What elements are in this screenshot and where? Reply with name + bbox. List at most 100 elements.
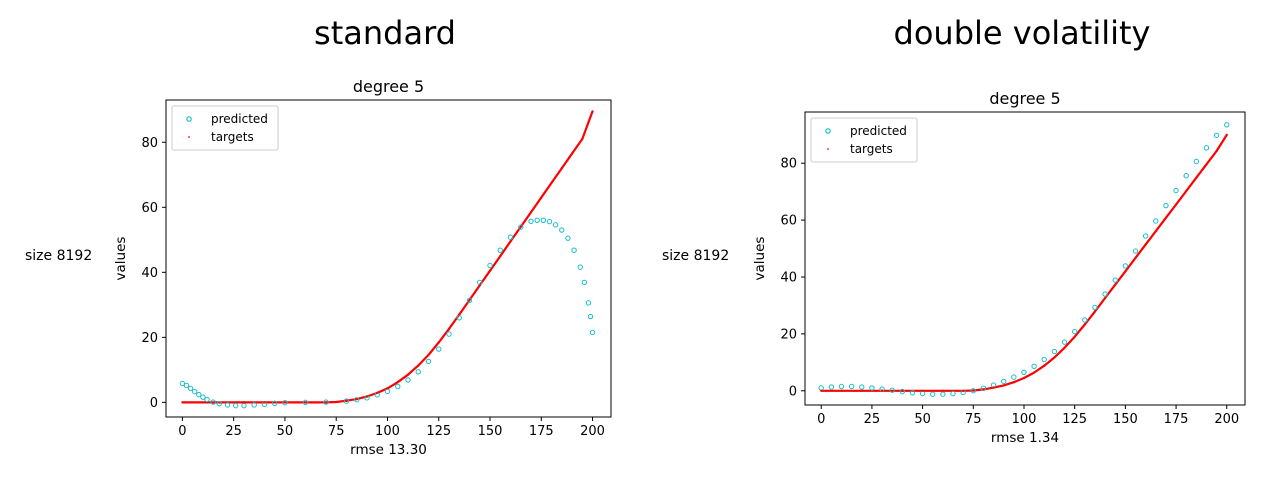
data-point-predicted	[1021, 369, 1027, 375]
data-point-predicted	[354, 397, 360, 403]
data-point-predicted	[540, 217, 547, 223]
data-point-predicted	[183, 382, 190, 389]
data-point-predicted	[518, 224, 524, 230]
data-point-targets	[1215, 149, 1218, 153]
data-point-targets	[376, 391, 379, 395]
data-point-targets	[335, 400, 338, 404]
data-point-targets	[1164, 216, 1168, 219]
data-point-predicted	[1041, 356, 1047, 363]
data-point-predicted	[446, 331, 452, 337]
data-point-targets	[468, 298, 471, 302]
data-point-predicted	[546, 218, 553, 225]
data-point-predicted	[1193, 158, 1200, 165]
y-tick-label: 20	[780, 327, 797, 342]
x-axis-label: rmse 1.34	[991, 430, 1059, 446]
series-line-targets	[182, 111, 594, 404]
data-point-targets	[222, 401, 225, 404]
data-point-predicted	[405, 377, 411, 383]
data-point-targets	[1073, 335, 1076, 338]
data-point-predicted	[210, 399, 216, 405]
data-point-predicted	[940, 391, 946, 397]
data-point-predicted	[302, 399, 309, 406]
x-tick-label: 75	[965, 412, 982, 427]
y-tick-label: 40	[780, 270, 797, 285]
data-point-predicted	[869, 385, 875, 391]
data-point-targets	[458, 313, 461, 316]
data-point-targets	[1134, 256, 1137, 260]
data-point-predicted	[196, 391, 202, 398]
data-point-predicted	[436, 346, 442, 352]
data-point-targets	[406, 373, 410, 376]
data-point-predicted	[930, 391, 936, 397]
data-point-predicted	[899, 388, 906, 395]
data-point-predicted	[919, 390, 926, 397]
data-point-targets	[396, 381, 399, 384]
data-point-targets	[1225, 133, 1228, 136]
data-point-targets	[972, 389, 975, 392]
axes-frame	[165, 99, 612, 418]
x-tick-label: 175	[1164, 412, 1189, 427]
x-tick-label: 200	[580, 424, 605, 439]
data-point-targets	[417, 364, 420, 367]
data-point-targets	[591, 110, 594, 113]
data-point-predicted	[1213, 132, 1220, 139]
data-point-predicted	[1071, 328, 1078, 335]
data-point-predicted	[1173, 187, 1179, 194]
y-tick-label: 40	[141, 266, 158, 281]
data-point-targets	[1154, 230, 1157, 233]
data-point-predicted	[1102, 291, 1108, 297]
data-point-predicted	[581, 279, 588, 286]
x-axis-label: rmse 13.30	[350, 442, 427, 458]
chart-title: degree 5	[989, 89, 1060, 108]
data-point-predicted	[343, 398, 350, 404]
x-tick-label: 0	[178, 424, 186, 439]
data-point-targets	[1114, 283, 1117, 286]
x-tick-label: 100	[1012, 412, 1037, 427]
data-point-predicted	[395, 383, 401, 390]
data-point-predicted	[251, 402, 257, 408]
data-point-targets	[509, 240, 512, 243]
data-point-predicted	[1092, 304, 1098, 311]
data-point-predicted	[204, 396, 210, 403]
data-point-predicted	[859, 384, 865, 390]
data-point-targets	[529, 211, 533, 214]
data-point-predicted	[179, 380, 186, 387]
data-point-targets	[499, 254, 502, 258]
data-point-predicted	[271, 400, 278, 407]
data-point-predicted	[487, 262, 493, 269]
row-label-size: size 8192	[25, 248, 93, 264]
data-point-predicted	[466, 297, 473, 303]
data-point-targets	[962, 389, 965, 392]
x-tick-label: 125	[1062, 412, 1087, 427]
data-point-targets	[1022, 376, 1026, 380]
x-tick-label: 50	[277, 424, 294, 439]
data-point-predicted	[192, 388, 198, 395]
legend-marker-targets	[827, 148, 829, 150]
legend-label-predicted: predicted	[850, 124, 907, 138]
data-point-targets	[181, 401, 184, 404]
row-label-size: size 8192	[662, 248, 730, 264]
data-point-predicted	[425, 358, 432, 365]
data-point-predicted	[818, 385, 824, 391]
data-point-predicted	[1082, 317, 1088, 323]
y-tick-label: 80	[780, 157, 797, 172]
data-point-targets	[1174, 203, 1178, 206]
y-tick-label: 80	[141, 136, 158, 151]
data-point-predicted	[1011, 374, 1017, 380]
data-point-predicted	[1061, 339, 1068, 345]
data-point-predicted	[950, 390, 956, 397]
data-point-targets	[1093, 310, 1097, 313]
data-point-predicted	[1163, 202, 1169, 209]
data-point-predicted	[534, 217, 540, 223]
data-point-targets	[570, 152, 574, 155]
data-point-predicted	[587, 313, 594, 320]
data-point-predicted	[838, 383, 845, 390]
data-point-predicted	[224, 402, 231, 408]
data-point-predicted	[282, 399, 288, 406]
x-tick-label: 50	[914, 412, 931, 427]
data-point-targets	[386, 387, 389, 390]
data-point-targets	[283, 401, 287, 404]
data-point-targets	[488, 269, 492, 272]
data-point-targets	[304, 401, 307, 404]
data-point-predicted	[323, 399, 329, 405]
